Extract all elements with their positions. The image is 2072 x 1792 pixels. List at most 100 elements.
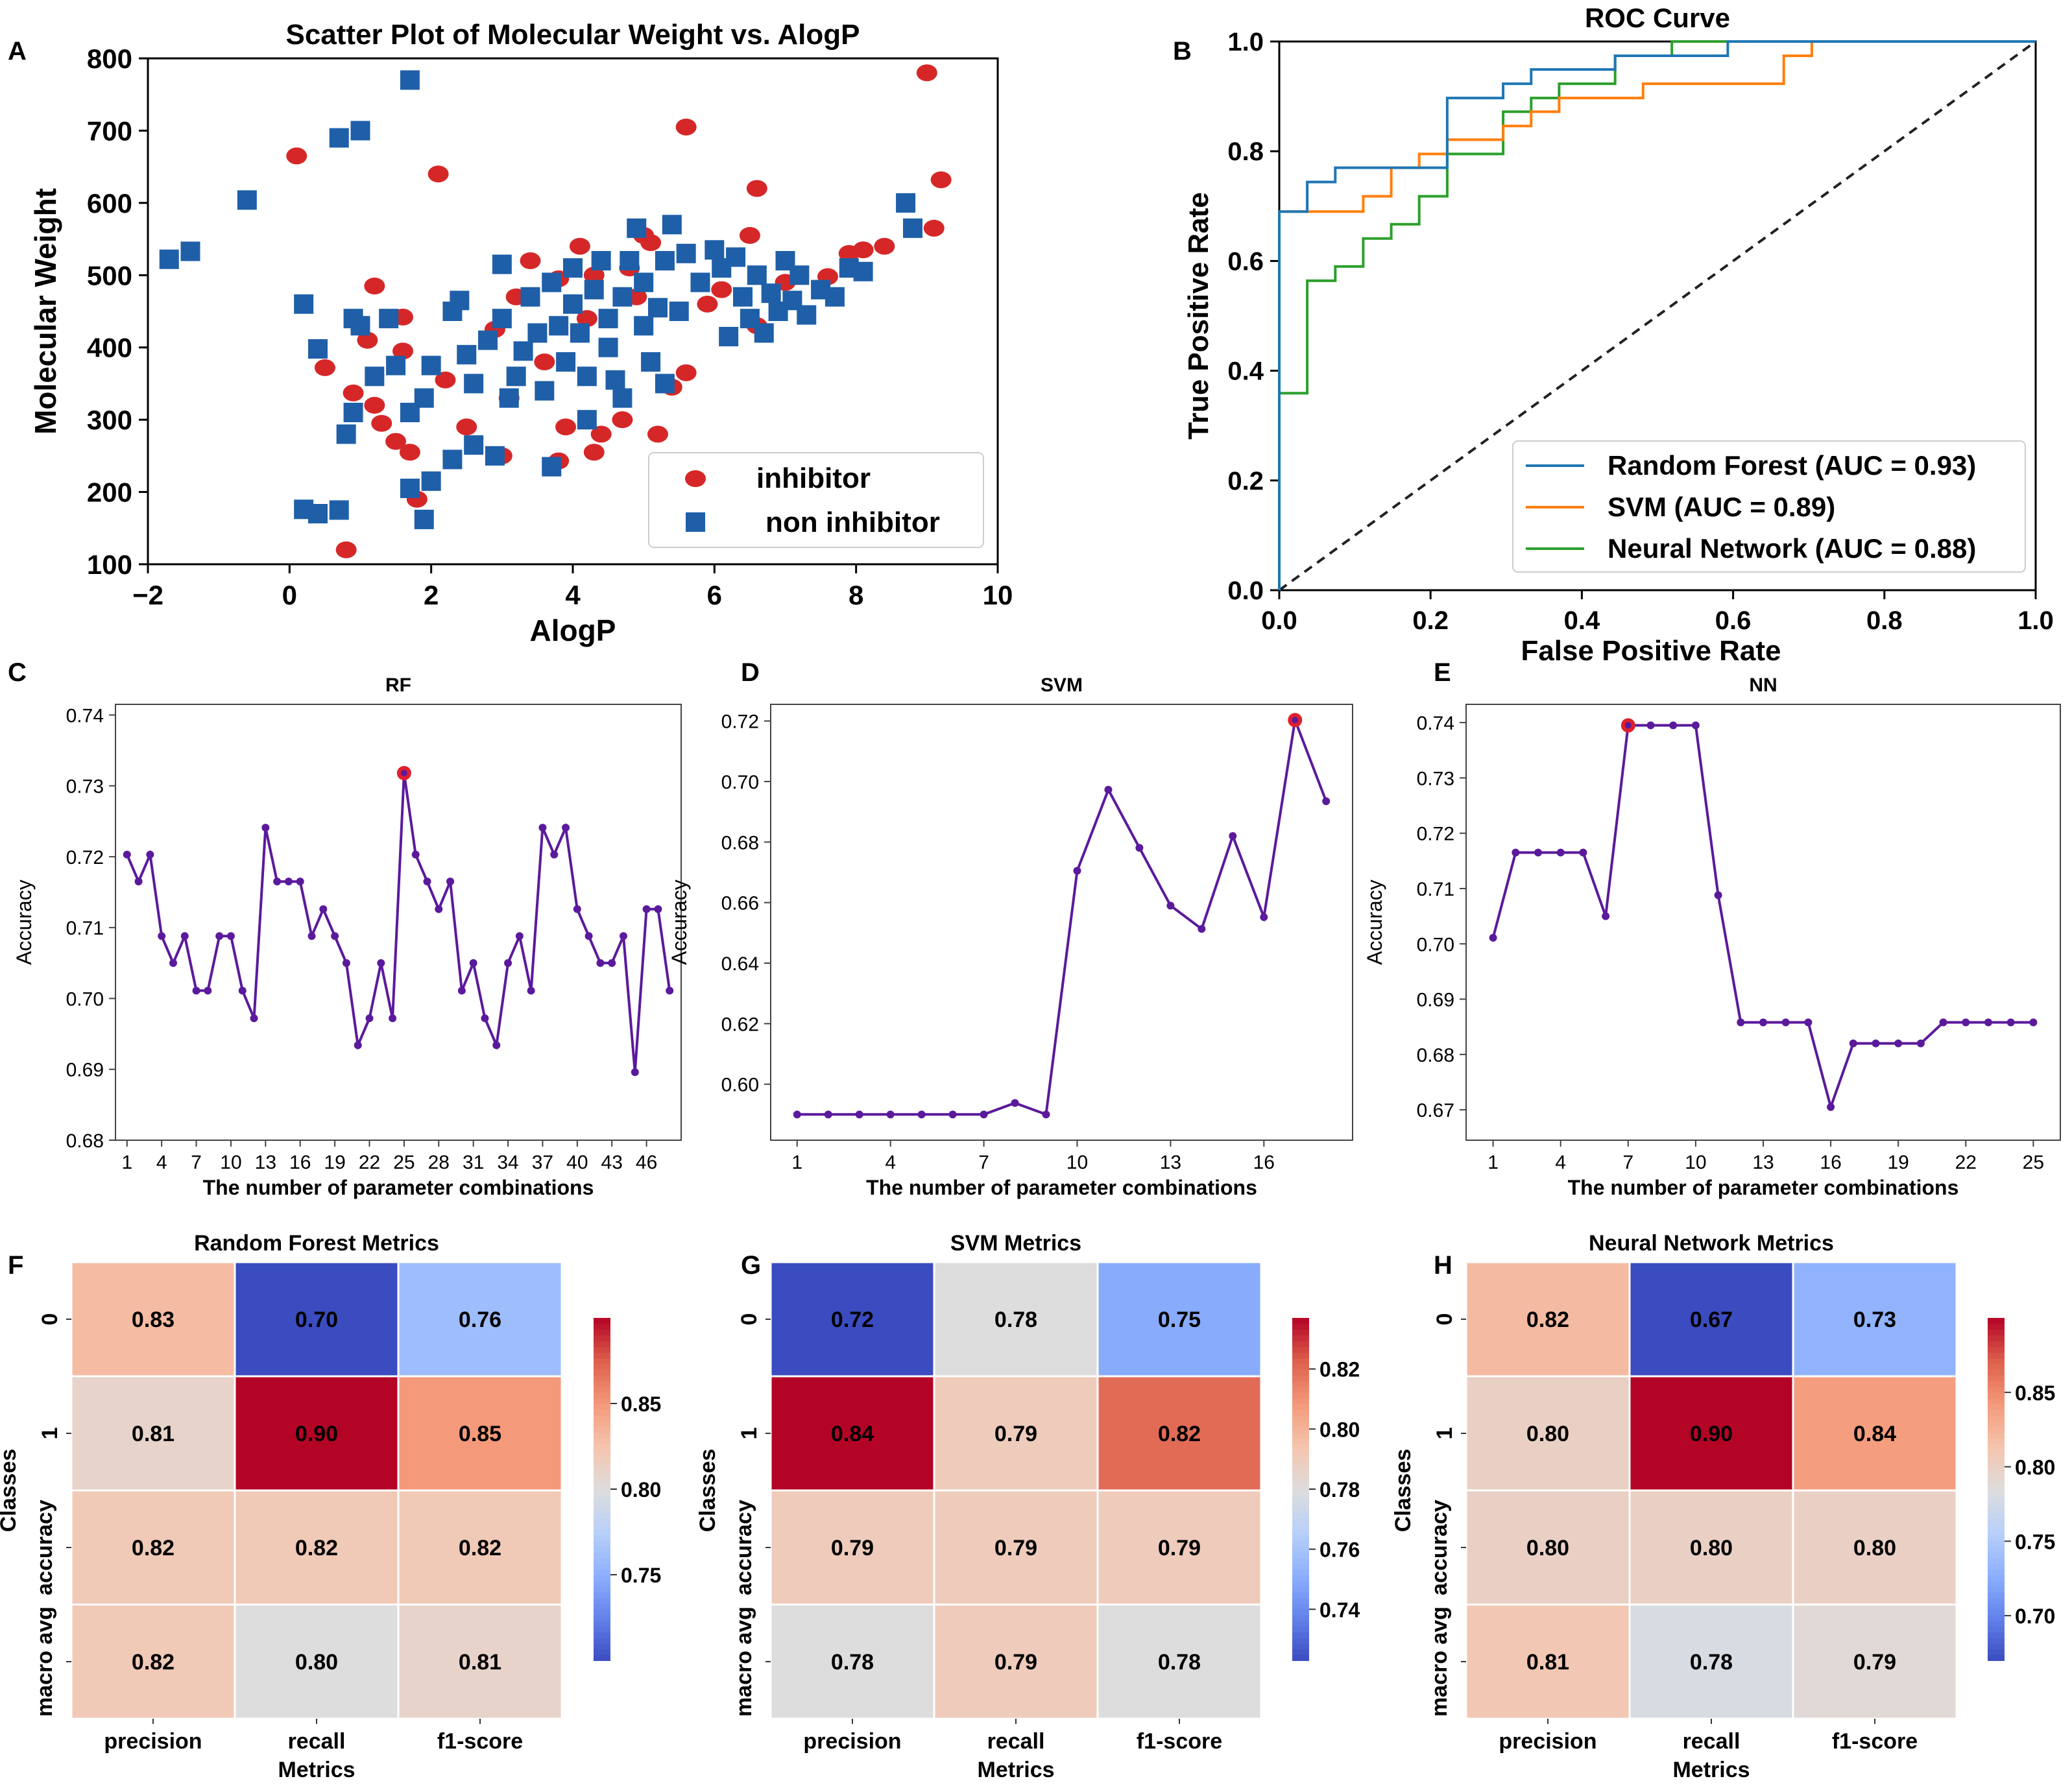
chart-title: ROC Curve <box>1585 3 1730 33</box>
x-axis-label: False Positive Rate <box>1521 635 1781 667</box>
colorbar-segment <box>594 1357 610 1365</box>
non-inhibitor-point <box>641 352 661 372</box>
x-tick-label: 1 <box>121 1152 132 1173</box>
colorbar-segment <box>1292 1404 1309 1410</box>
accuracy-point <box>284 878 293 886</box>
colorbar-segment <box>594 1643 610 1650</box>
colorbar-segment <box>1292 1455 1309 1461</box>
colorbar-segment <box>594 1352 610 1359</box>
y-axis-label: Accuracy <box>668 879 691 965</box>
non-inhibitor-point <box>542 457 562 477</box>
accuracy-point <box>1984 1018 1992 1027</box>
non-inhibitor-point <box>662 215 682 235</box>
non-inhibitor-point <box>598 337 618 357</box>
y-tick-label: 500 <box>87 260 132 291</box>
inhibitor-point <box>583 267 605 284</box>
non-inhibitor-point <box>400 70 420 90</box>
colorbar-segment <box>1988 1557 2005 1564</box>
inhibitor-point <box>746 180 767 197</box>
heatmap-value: 0.85 <box>459 1422 501 1446</box>
panel-roc: B ROC Curve 0.00.0 0.2 0.2 0.4 0.4 0.6 0.6 0.8 0.8… <box>1173 3 2054 667</box>
inhibitor-point <box>569 237 590 255</box>
colorbar-segment <box>594 1569 610 1575</box>
heatmap-value: 0.79 <box>994 1422 1037 1446</box>
heatmap-value: 0.81 <box>1526 1650 1569 1675</box>
accuracy-point <box>948 1110 957 1119</box>
y-axis-label: Classes <box>1391 1449 1415 1533</box>
plot-area <box>770 704 1353 1141</box>
colorbar-segment <box>1988 1489 2005 1496</box>
x-tick-label: 8 <box>849 580 863 610</box>
heatmap-value: 0.80 <box>295 1650 338 1675</box>
accuracy-point <box>389 1014 397 1023</box>
heatmap-value: 0.75 <box>1158 1308 1201 1332</box>
heatmap-value: 0.78 <box>1158 1650 1201 1675</box>
colorbar-segment <box>1292 1443 1309 1450</box>
non-inhibitor-point <box>329 500 349 520</box>
accuracy-point <box>319 905 328 913</box>
y-tick-label: 0.71 <box>1417 879 1454 900</box>
colorbar-segment <box>594 1580 610 1587</box>
inhibitor-point <box>428 165 449 183</box>
heatmap-value: 0.79 <box>994 1650 1037 1675</box>
inhibitor-point <box>640 234 662 252</box>
colorbar-segment <box>1988 1318 2005 1324</box>
x-tick-label: 16 <box>1253 1152 1275 1173</box>
non-inhibitor-point <box>180 241 200 261</box>
colorbar-segment <box>1988 1363 2005 1370</box>
accuracy-point <box>1939 1018 1947 1027</box>
non-inhibitor-point <box>612 388 632 408</box>
colorbar-segment <box>1988 1569 2005 1575</box>
heatmap-cell <box>769 1375 935 1492</box>
non-inhibitor-point <box>620 251 640 270</box>
colorbar-segment <box>594 1426 610 1433</box>
non-inhibitor-point <box>605 370 625 390</box>
inhibitor-point <box>555 418 577 436</box>
non-inhibitor-point <box>421 355 441 376</box>
colorbar-segment <box>1988 1494 2005 1501</box>
y-tick-label: 700 <box>87 115 132 146</box>
heatmap-value: 0.82 <box>132 1650 175 1675</box>
inhibitor-point <box>399 444 420 461</box>
colorbar-segment <box>594 1437 610 1444</box>
non-inhibitor-point <box>513 341 533 361</box>
y-tick-label: 0.64 <box>721 953 759 975</box>
colorbar-segment <box>1292 1580 1309 1587</box>
accuracy-point <box>469 959 477 967</box>
heatmap-cell <box>769 1603 935 1720</box>
accuracy-point <box>1198 925 1206 933</box>
colorbar-segment <box>1988 1603 2005 1610</box>
best-accuracy-core <box>1624 722 1632 729</box>
accuracy-point <box>1737 1018 1745 1027</box>
colorbar-segment <box>1988 1341 2005 1347</box>
accuracy-point <box>1260 913 1268 922</box>
inhibitor-point <box>874 237 895 255</box>
inhibitor-point <box>739 227 760 244</box>
chart-title: Scatter Plot of Molecular Weight vs. Alo… <box>285 19 860 51</box>
non-inhibitor-point <box>308 339 328 359</box>
colorbar-segment <box>594 1455 610 1461</box>
colorbar-segment <box>1292 1466 1309 1473</box>
chart-title: Random Forest Metrics <box>194 1231 439 1256</box>
inhibitor-point <box>435 371 456 388</box>
roc-curve-1 <box>1278 40 2036 590</box>
non-inhibitor-point <box>556 352 576 372</box>
x-tick-label: 10 <box>1066 1152 1088 1173</box>
colorbar-segment <box>1292 1614 1309 1621</box>
colorbar-segment <box>1292 1597 1309 1604</box>
colorbar-segment <box>1292 1352 1309 1359</box>
non-inhibitor-point <box>612 287 632 307</box>
y-tick-label: 0.68 <box>721 832 759 854</box>
colorbar-segment <box>594 1603 610 1610</box>
panel-letter-e: E <box>1434 658 1451 687</box>
colorbar-segment <box>1292 1643 1309 1650</box>
x-tick-label: 31 <box>463 1152 484 1173</box>
colorbar-tick-label: 0.82 <box>1319 1358 1360 1381</box>
colorbar-segment <box>594 1494 610 1501</box>
y-axis-label: True Positive Rate <box>1183 192 1214 439</box>
y-axis-label: Classes <box>695 1449 720 1533</box>
y-tick-label: 0.74 <box>66 705 104 726</box>
inhibitor-point <box>675 364 697 381</box>
x-tick-label: 0.8 <box>1866 606 1903 635</box>
colorbar-segment <box>1988 1357 2005 1365</box>
